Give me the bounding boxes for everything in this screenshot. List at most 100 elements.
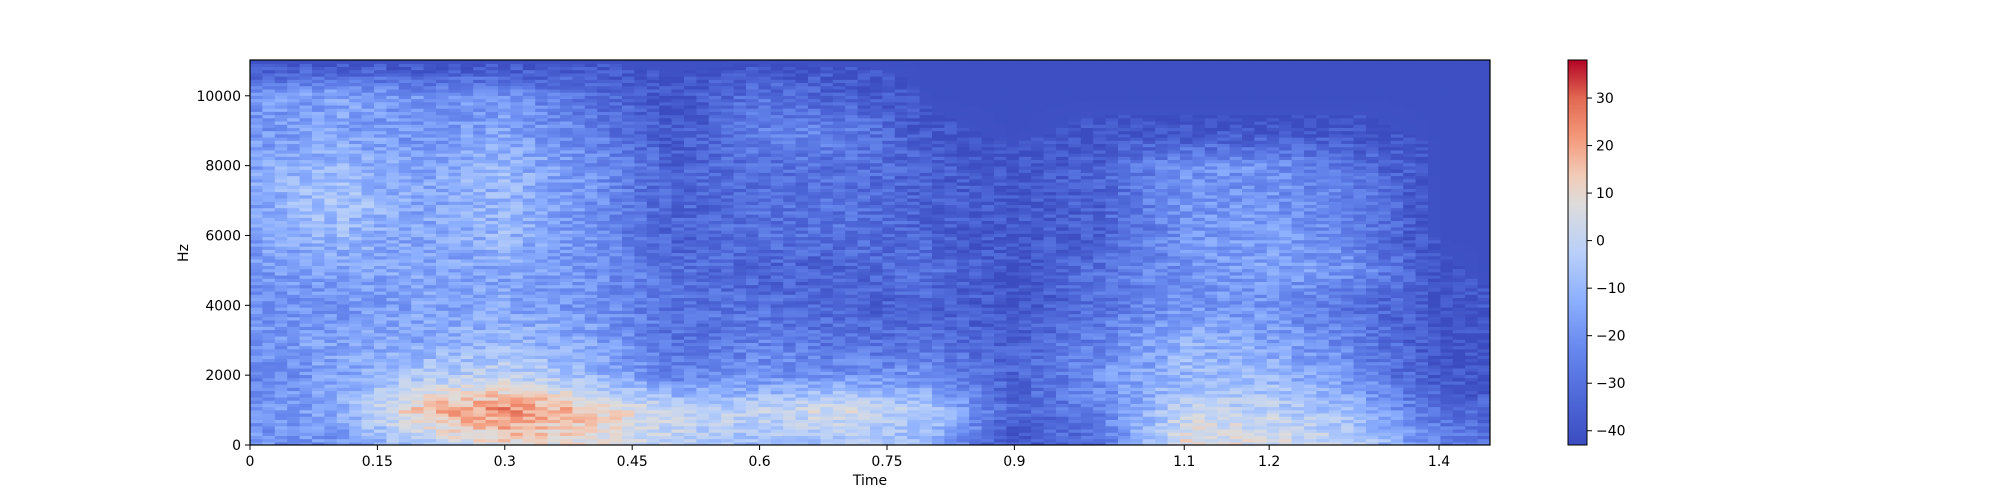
heatmap-cell [746,204,759,209]
heatmap-cell [758,255,772,260]
heatmap-cell [262,149,276,154]
heatmap-cell [250,165,263,170]
heatmap-cell [634,310,648,315]
heatmap-cell [473,432,487,436]
heatmap-cell [510,291,524,295]
heatmap-cell [423,104,437,109]
heatmap-cell [386,233,400,238]
heatmap-cell [436,387,449,392]
heatmap-cell [485,246,499,250]
heatmap-cell [262,291,276,295]
heatmap-cell [708,380,722,385]
heatmap-cell [386,377,400,382]
heatmap-cell [460,165,474,170]
heatmap-cell [746,319,759,324]
heatmap-cell [336,156,350,161]
heatmap-cell [560,143,573,148]
heatmap-cell [336,114,350,119]
heatmap-cell [312,214,325,218]
heatmap-cell [312,143,325,148]
heatmap-cell [485,412,499,417]
heatmap-cell [485,101,499,106]
heatmap-cell [671,76,685,80]
heatmap-cell [522,162,536,167]
heatmap-cell [721,438,735,443]
heatmap-cell [349,428,363,433]
heatmap-cell [584,303,598,308]
heatmap-cell [758,242,772,247]
heatmap-cell [522,69,536,74]
heatmap-cell [510,85,524,90]
heatmap-cell [448,82,462,87]
heatmap-cell [684,390,697,395]
heatmap-cell [708,82,722,87]
heatmap-cell [485,197,499,202]
heatmap-cell [696,316,710,321]
heatmap-cell [622,326,635,331]
heatmap-cell [584,149,598,154]
heatmap-cell [287,368,301,372]
heatmap-cell [659,104,673,109]
heatmap-cell [473,156,487,161]
heatmap-cell [634,384,648,388]
heatmap-cell [324,207,338,212]
heatmap-cell [411,210,425,215]
heatmap-cell [411,226,425,231]
heatmap-cell [671,262,685,266]
heatmap-cell [659,223,673,228]
heatmap-cell [473,300,487,305]
heatmap-cell [374,387,387,392]
heatmap-cell [386,69,400,74]
heatmap-cell [634,124,648,128]
heatmap-cell [572,358,586,363]
heatmap-cell [733,303,747,308]
heatmap-cell [510,348,524,353]
heatmap-cell [498,130,511,135]
heatmap-cell [411,400,425,404]
heatmap-cell [361,69,375,74]
heatmap-cell [671,313,685,318]
heatmap-cell [361,104,375,109]
heatmap-cell [349,246,363,250]
heatmap-cell [485,332,499,337]
heatmap-cell [324,76,338,80]
heatmap-cell [696,348,710,353]
heatmap-cell [547,342,561,347]
heatmap-cell [473,72,487,77]
heatmap-cell [758,233,772,238]
heatmap-cell [671,153,685,157]
heatmap-cell [671,384,685,388]
heatmap-cell [560,400,573,404]
heatmap-cell [721,387,735,392]
heatmap-cell [324,114,338,119]
heatmap-cell [708,172,722,177]
heatmap-cell [349,271,363,276]
heatmap-cell [262,169,276,173]
heatmap-cell [299,63,313,68]
heatmap-cell [473,326,487,331]
heatmap-cell [522,104,536,109]
heatmap-cell [708,300,722,305]
heatmap-cell [287,342,301,347]
heatmap-cell [312,374,325,379]
heatmap-cell [671,319,685,324]
heatmap-cell [584,239,598,244]
heatmap-cell [671,271,685,276]
heatmap-cell [522,159,536,164]
heatmap-cell [522,230,536,234]
heatmap-cell [336,278,350,282]
heatmap-cell [572,396,586,401]
heatmap-cell [758,400,772,404]
heatmap-cell [485,390,499,395]
heatmap-cell [386,291,400,295]
heatmap-cell [746,66,759,71]
heatmap-cell [572,239,586,244]
heatmap-cell [572,108,586,112]
heatmap-cell [386,409,400,414]
heatmap-cell [584,92,598,96]
heatmap-cell [522,140,536,145]
heatmap-cell [646,297,660,302]
heatmap-cell [274,66,288,71]
heatmap-cell [547,281,561,286]
heatmap-cell [287,63,301,68]
